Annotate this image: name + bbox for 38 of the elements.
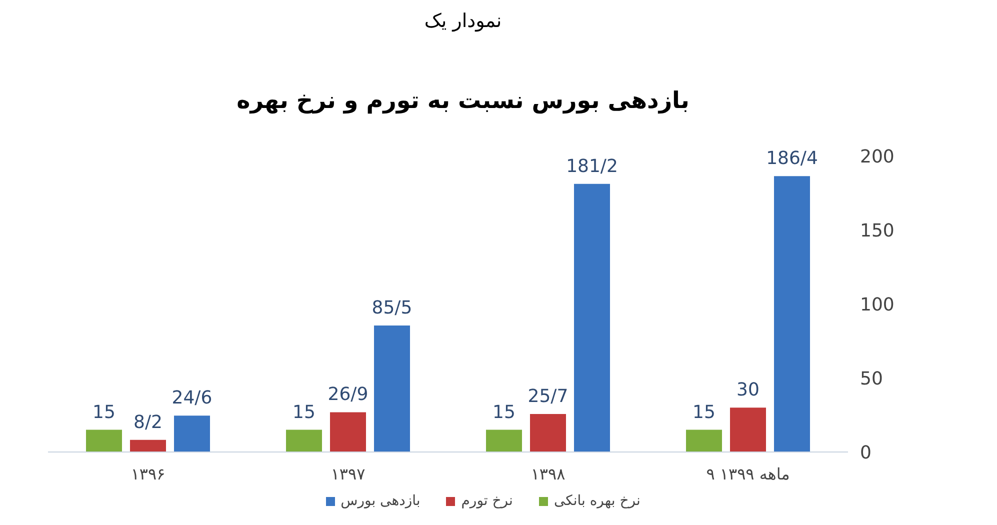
text: نمودار یک: [423, 10, 503, 32]
data-label: 30: [736, 380, 760, 401]
data-label: 15: [492, 402, 516, 423]
data-label: 181/2: [566, 156, 618, 177]
bar: [774, 176, 810, 452]
data-label: 25/7: [528, 386, 568, 407]
bar: [486, 430, 522, 452]
bar: [174, 416, 210, 452]
legend-label: نرخ بهره بانکی: [554, 493, 640, 509]
bar: [686, 430, 722, 452]
y-tick-label: 100: [860, 294, 894, 316]
bar: [374, 325, 410, 452]
data-label: 186/4: [766, 148, 818, 170]
x-tick-label: ۱۳۹۶: [130, 464, 166, 484]
y-tick-label: 200: [860, 146, 894, 168]
y-tick-label: 0: [860, 442, 872, 464]
x-tick-label: ۹ ماهه ۱۳۹۹: [706, 464, 790, 484]
bar: [730, 408, 766, 452]
x-tick-label: ۱۳۹۸: [530, 464, 566, 484]
bar: [330, 412, 366, 452]
legend-label: نرخ تورم: [461, 493, 513, 509]
bar: [530, 414, 566, 452]
bar: [286, 430, 322, 452]
x-tick-label: ۱۳۹۷: [330, 464, 366, 484]
data-label: 15: [292, 402, 316, 423]
y-tick-label: 50: [860, 368, 883, 390]
data-label: 15: [92, 402, 116, 423]
data-label: 85/5: [372, 297, 412, 318]
bar: [130, 440, 166, 452]
data-label: 26/9: [328, 384, 368, 406]
chart-title: بازدهی بورس نسبت به تورم و نرخ بهره: [236, 88, 690, 114]
data-label: 24/6: [172, 388, 212, 409]
bar: [574, 184, 610, 452]
data-label: 15: [692, 402, 716, 423]
data-label: 8/2: [134, 412, 162, 433]
legend-label: بازدهی بورس: [340, 493, 420, 509]
bar: [86, 430, 122, 452]
y-tick-label: 150: [860, 220, 894, 242]
